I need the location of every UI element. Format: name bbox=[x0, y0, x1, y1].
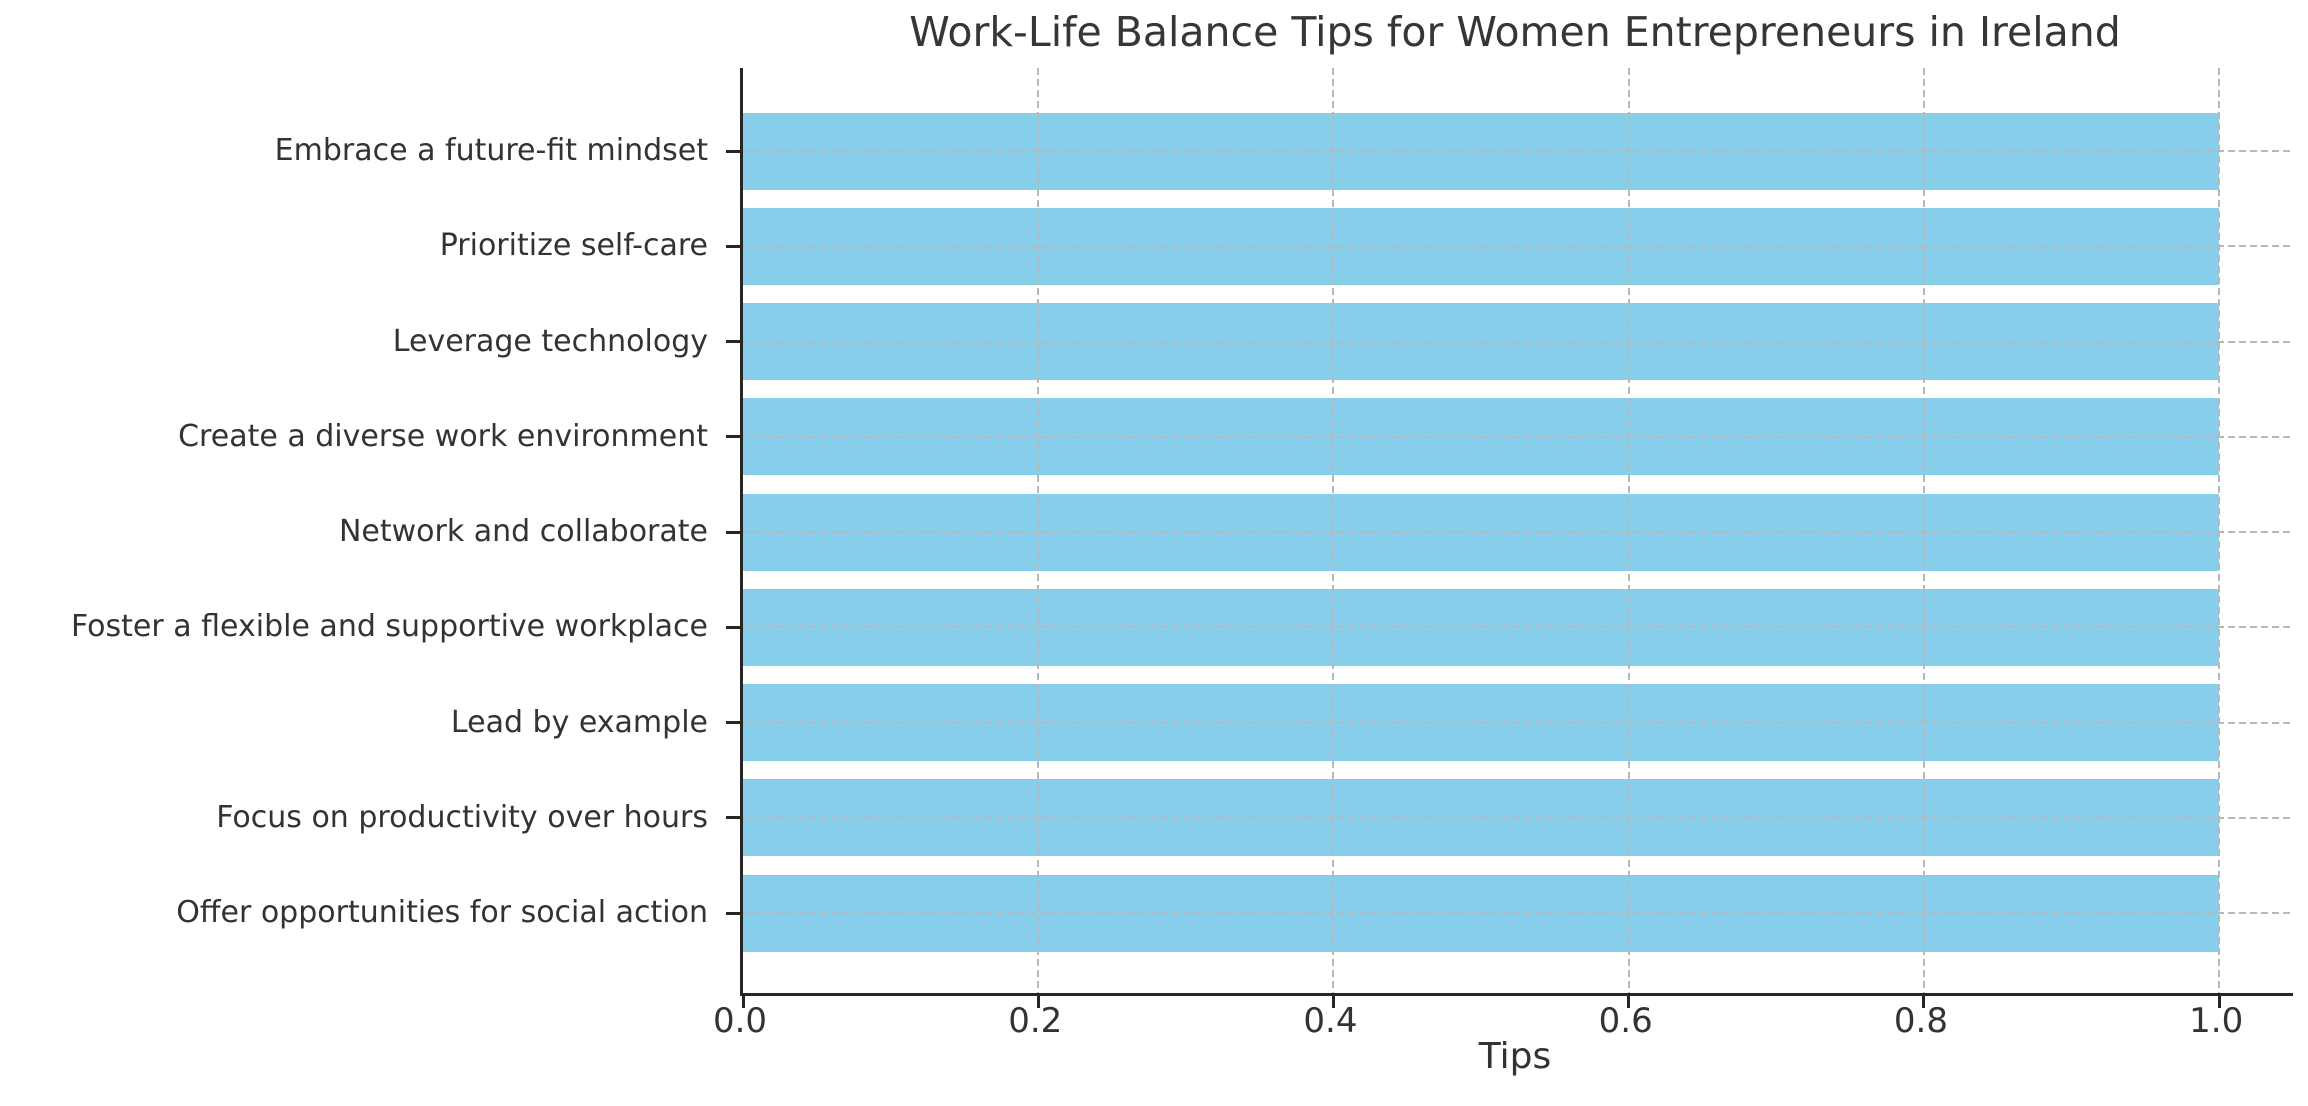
y-tick-label: Embrace a future-fit mindset bbox=[274, 133, 708, 168]
chart-title: Work-Life Balance Tips for Women Entrepr… bbox=[909, 8, 2121, 56]
gridline-horizontal bbox=[743, 721, 2293, 724]
y-tick-label: Create a diverse work environment bbox=[178, 418, 708, 454]
y-tick-mark bbox=[726, 721, 740, 724]
x-tick-mark bbox=[741, 996, 745, 1008]
gridline-vertical bbox=[1627, 68, 1630, 993]
x-tick-mark bbox=[1922, 996, 1926, 1008]
x-tick-label: 0.8 bbox=[1893, 1001, 1948, 1041]
x-axis-title: Tips bbox=[1478, 1036, 1552, 1077]
gridline-horizontal bbox=[743, 340, 2293, 343]
x-tick-label: 0.4 bbox=[1303, 1001, 1358, 1041]
y-tick-label: Network and collaborate bbox=[338, 514, 708, 549]
gridline-horizontal bbox=[743, 150, 2293, 152]
x-tick-label: 1.0 bbox=[2189, 1001, 2244, 1041]
y-tick-mark bbox=[726, 816, 740, 820]
y-tick-mark bbox=[726, 435, 740, 439]
y-tick-mark bbox=[726, 625, 740, 629]
x-tick-mark bbox=[2217, 996, 2221, 1008]
y-tick-mark bbox=[726, 244, 740, 248]
gridline-vertical bbox=[2218, 68, 2221, 993]
x-tick-label: 0.6 bbox=[1598, 1001, 1653, 1041]
y-tick-mark bbox=[726, 149, 740, 153]
y-tick-label: Focus on productivity over hours bbox=[216, 799, 708, 835]
gridline-horizontal bbox=[743, 531, 2293, 533]
y-tick-label: Foster a flexible and supportive workpla… bbox=[70, 609, 708, 645]
x-tick-mark bbox=[1036, 996, 1040, 1008]
x-tick-label: 0.2 bbox=[1008, 1001, 1063, 1041]
y-tick-mark bbox=[726, 530, 740, 534]
gridline-horizontal bbox=[743, 435, 2293, 438]
gridline-horizontal bbox=[743, 245, 2293, 248]
x-tick-mark bbox=[1627, 996, 1631, 1008]
gridline-horizontal bbox=[743, 816, 2293, 819]
y-tick-label: Prioritize self-care bbox=[439, 228, 708, 264]
y-tick-label: Lead by example bbox=[450, 704, 708, 740]
plot-area bbox=[726, 68, 2293, 1008]
y-tick-label: Offer opportunities for social action bbox=[176, 895, 708, 930]
y-tick-mark bbox=[726, 340, 740, 343]
x-tick-mark bbox=[1331, 996, 1335, 1008]
gridline-vertical bbox=[1332, 68, 1335, 993]
y-tick-mark bbox=[726, 911, 740, 915]
x-tick-label: 0.0 bbox=[712, 1001, 768, 1041]
gridline-vertical bbox=[1037, 68, 1040, 993]
gridline-horizontal bbox=[743, 912, 2293, 914]
gridline-horizontal bbox=[743, 626, 2293, 629]
y-tick-label: Leverage technology bbox=[392, 323, 708, 359]
gridline-vertical bbox=[1922, 68, 1925, 993]
